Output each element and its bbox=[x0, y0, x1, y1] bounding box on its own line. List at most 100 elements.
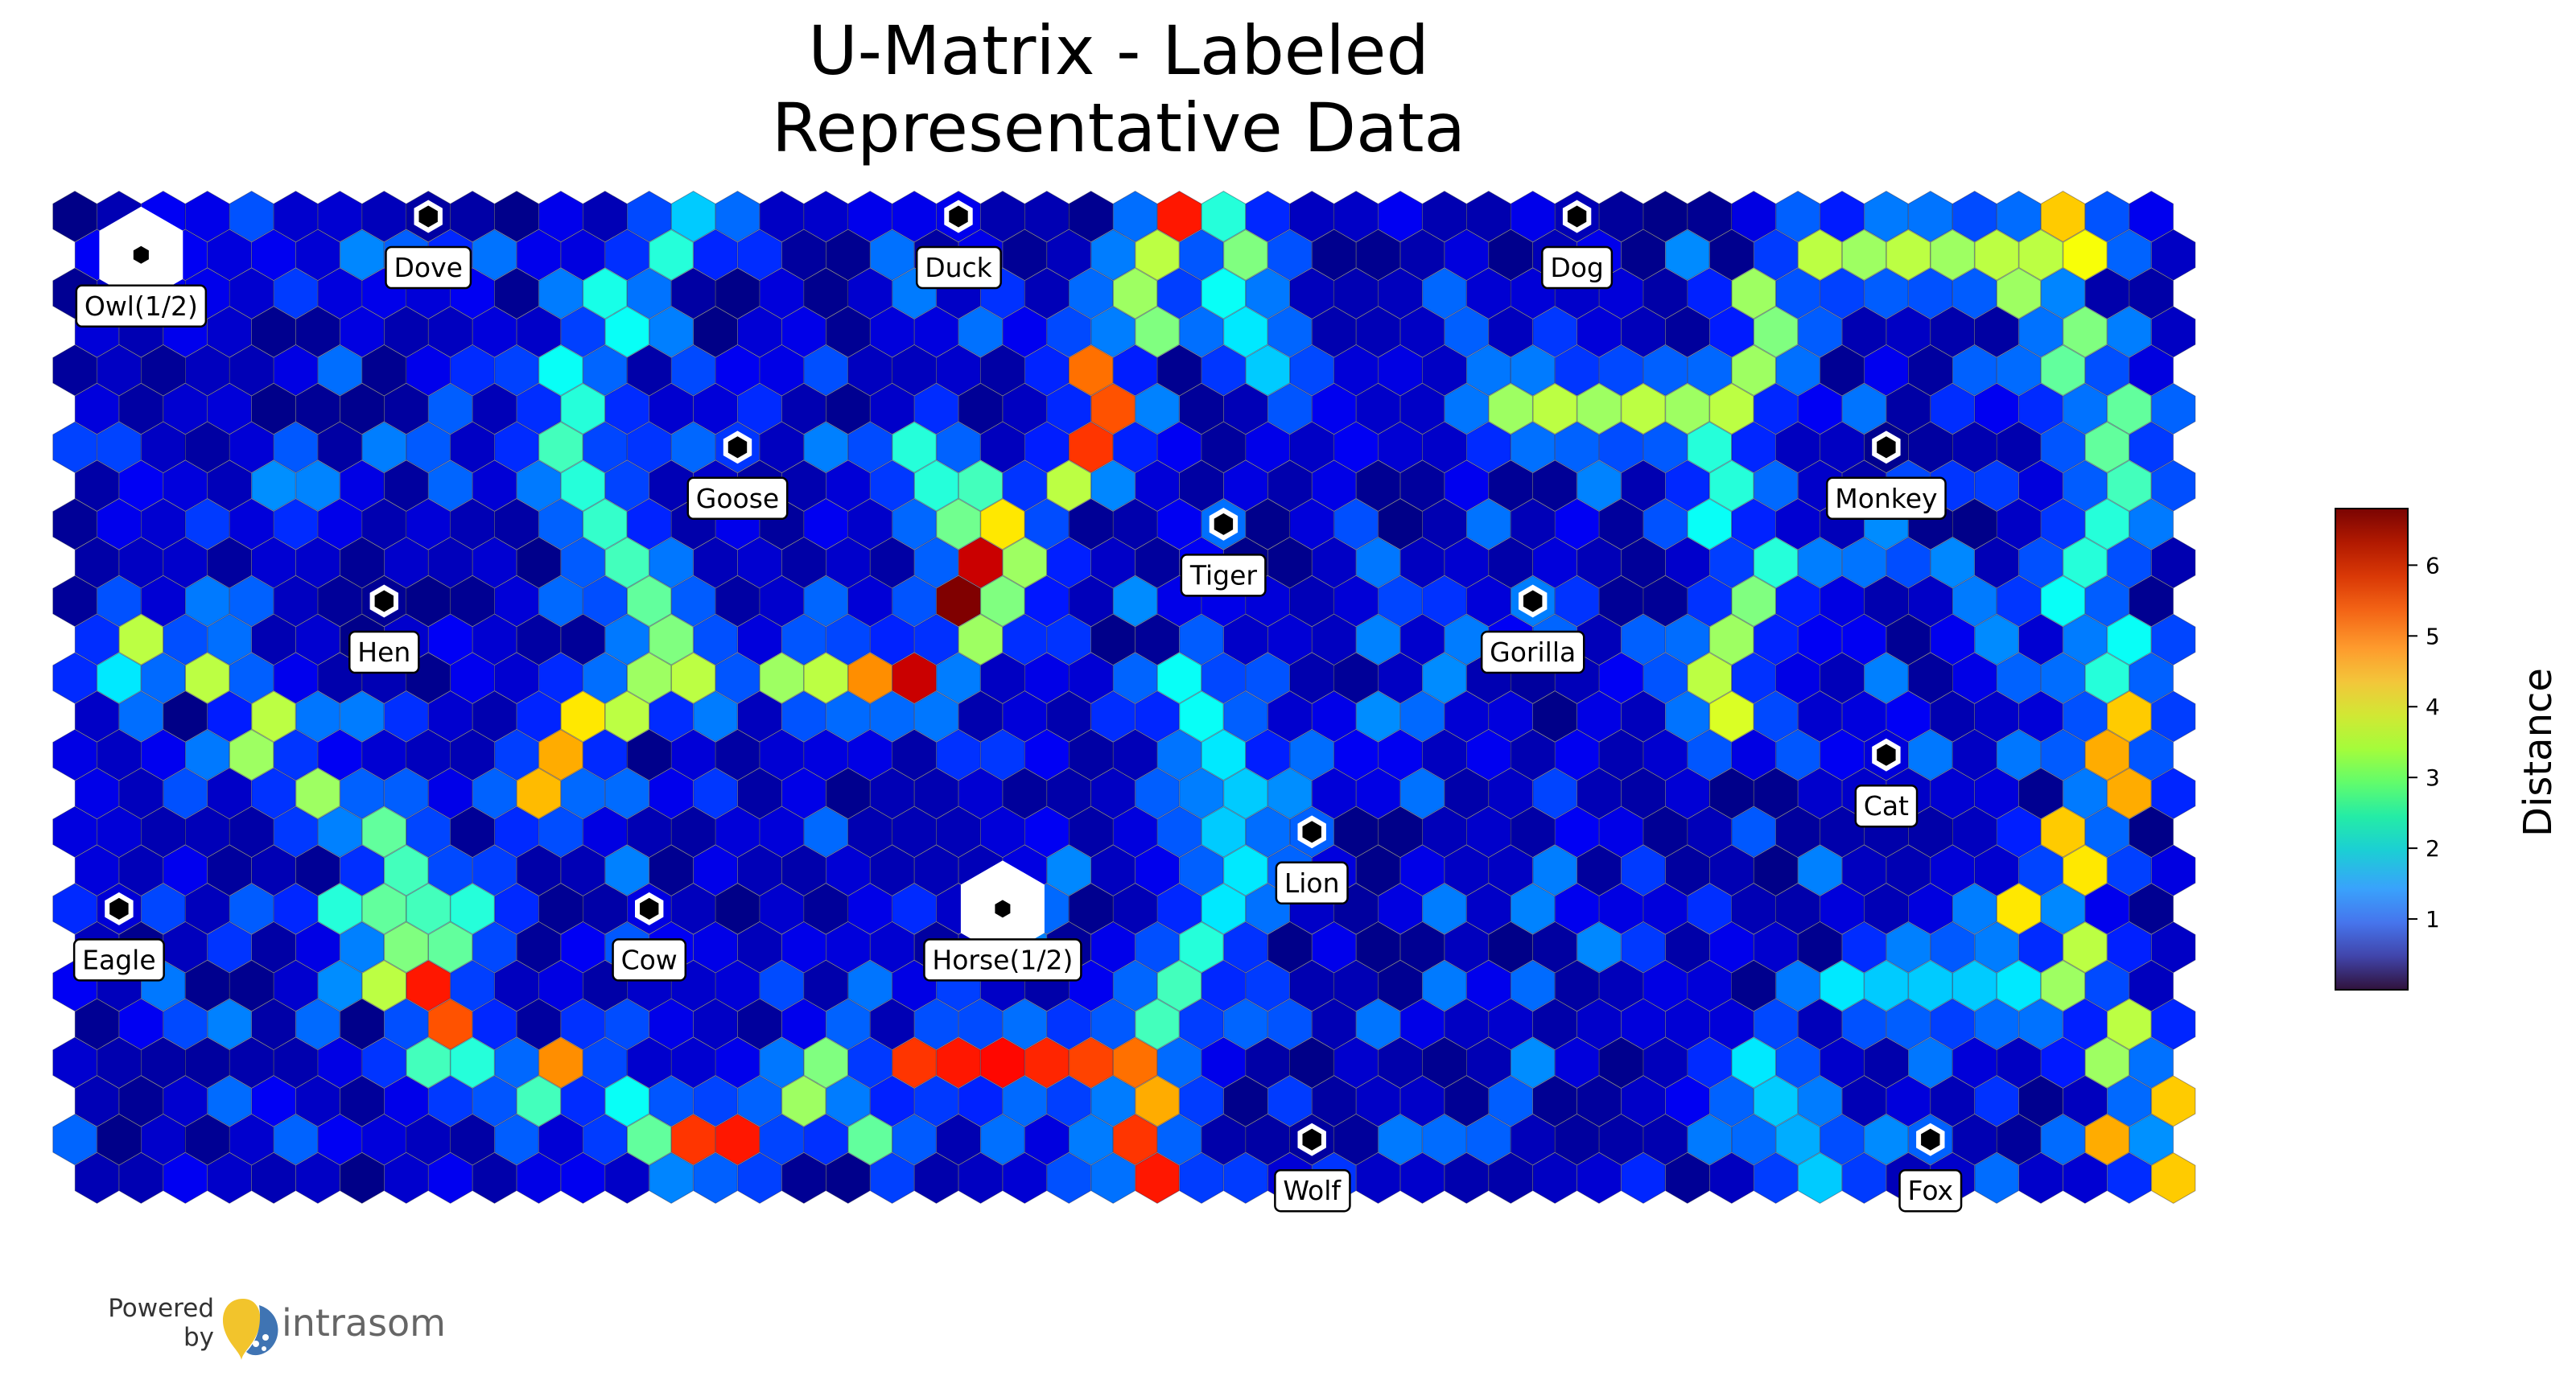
hex-cell bbox=[1466, 421, 1511, 473]
node-gorilla: Gorilla bbox=[1480, 584, 1585, 674]
hex-cell bbox=[340, 1075, 385, 1127]
hex-cell bbox=[1665, 1075, 1710, 1127]
hex-cell bbox=[870, 768, 915, 819]
hex-cell bbox=[913, 844, 959, 896]
hex-cell bbox=[1665, 459, 1710, 512]
hex-cell bbox=[1223, 459, 1268, 512]
node-marker-dot bbox=[133, 245, 149, 264]
hex-cell bbox=[1754, 998, 1799, 1050]
hex-cell bbox=[1930, 613, 1975, 665]
hex-cell bbox=[2129, 498, 2174, 550]
hex-cell bbox=[361, 421, 406, 473]
hex-cell bbox=[892, 1036, 937, 1089]
node-marker bbox=[635, 892, 664, 925]
hex-cell bbox=[2151, 383, 2196, 435]
hex-cell bbox=[2084, 267, 2130, 319]
hex-cell bbox=[1355, 229, 1401, 281]
hex-cell bbox=[450, 575, 495, 627]
hex-cell bbox=[627, 575, 672, 627]
hex-cell bbox=[118, 383, 163, 435]
hex-cell bbox=[913, 613, 959, 665]
hex-cell bbox=[627, 267, 672, 319]
hex-cell bbox=[1090, 229, 1136, 281]
node-marker bbox=[1562, 200, 1592, 233]
hex-cell bbox=[1046, 459, 1091, 512]
hex-cell bbox=[406, 1114, 451, 1166]
hex-cell bbox=[1312, 613, 1357, 665]
hex-cell bbox=[207, 1075, 252, 1127]
hex-cell bbox=[2063, 537, 2108, 589]
hex-cell bbox=[1223, 768, 1268, 819]
hex-cell bbox=[1952, 1036, 1997, 1089]
node-label-box bbox=[923, 938, 1082, 982]
hex-cell bbox=[1069, 1114, 1114, 1166]
hex-cell bbox=[1996, 652, 2042, 704]
hex-cell bbox=[1267, 921, 1313, 974]
hex-cell bbox=[2018, 844, 2063, 896]
hex-cell bbox=[1245, 652, 1290, 704]
hex-cell bbox=[538, 498, 583, 550]
hex-cell bbox=[1598, 652, 1644, 704]
hex-cell bbox=[1069, 267, 1114, 319]
hex-cell bbox=[384, 921, 429, 974]
hex-cell bbox=[1046, 1152, 1091, 1204]
hex-cell bbox=[870, 229, 915, 281]
hex-cell bbox=[428, 459, 473, 512]
hex-cell bbox=[97, 421, 142, 473]
hex-cell bbox=[2018, 690, 2063, 743]
hex-cell bbox=[1223, 1152, 1268, 1204]
hex-cell bbox=[1355, 537, 1401, 589]
hex-cell bbox=[2129, 729, 2174, 781]
hex-cell bbox=[1488, 383, 1533, 435]
hex-cell bbox=[1665, 1152, 1710, 1204]
hex-cell bbox=[803, 960, 848, 1011]
node-label: Goose bbox=[696, 483, 779, 514]
hex-cell bbox=[649, 383, 694, 435]
hex-cell bbox=[1532, 768, 1577, 819]
hex-cell bbox=[1598, 421, 1644, 473]
hex-cell bbox=[472, 1075, 517, 1127]
hex-cell bbox=[1378, 805, 1423, 858]
hex-cell bbox=[74, 690, 120, 743]
hex-cell bbox=[826, 613, 871, 665]
hex-cell bbox=[1577, 1152, 1622, 1204]
hex-cell bbox=[1355, 306, 1401, 358]
hex-cell bbox=[1642, 729, 1688, 781]
hex-cell bbox=[1488, 459, 1533, 512]
hex-cell bbox=[450, 652, 495, 704]
hex-cell bbox=[1245, 498, 1290, 550]
hex-cell bbox=[1952, 960, 1997, 1011]
hex-cell bbox=[1642, 1036, 1688, 1089]
hex-cell bbox=[1775, 421, 1820, 473]
hex-cell bbox=[649, 306, 694, 358]
hex-cell bbox=[803, 729, 848, 781]
hex-cell bbox=[340, 921, 385, 974]
hex-cell bbox=[1642, 344, 1688, 397]
hex-cell bbox=[826, 306, 871, 358]
hex-cell bbox=[1488, 1075, 1533, 1127]
hex-cell bbox=[1797, 768, 1843, 819]
hex-cell bbox=[2040, 191, 2086, 242]
hex-cell bbox=[1289, 729, 1334, 781]
hex-cell bbox=[472, 768, 517, 819]
node-label: Fox bbox=[1908, 1175, 1954, 1206]
hex-cell bbox=[2084, 191, 2130, 242]
node-label-box bbox=[1275, 861, 1349, 905]
hex-cell bbox=[1775, 652, 1820, 704]
hex-cell bbox=[251, 613, 296, 665]
hex-cell bbox=[163, 998, 208, 1050]
hex-cell bbox=[317, 883, 363, 935]
hex-cell bbox=[494, 1036, 539, 1089]
hex-cell bbox=[1333, 575, 1379, 627]
hex-cell bbox=[472, 844, 517, 896]
hex-cell bbox=[1090, 613, 1136, 665]
hex-cell bbox=[604, 459, 649, 512]
hex-cell bbox=[1974, 383, 2019, 435]
hex-cell bbox=[892, 729, 937, 781]
hex-cell bbox=[826, 690, 871, 743]
hex-cell bbox=[317, 344, 363, 397]
hex-cell bbox=[361, 1036, 406, 1089]
hex-cell bbox=[361, 1114, 406, 1166]
hex-cell bbox=[1378, 191, 1423, 242]
hex-cell bbox=[870, 690, 915, 743]
